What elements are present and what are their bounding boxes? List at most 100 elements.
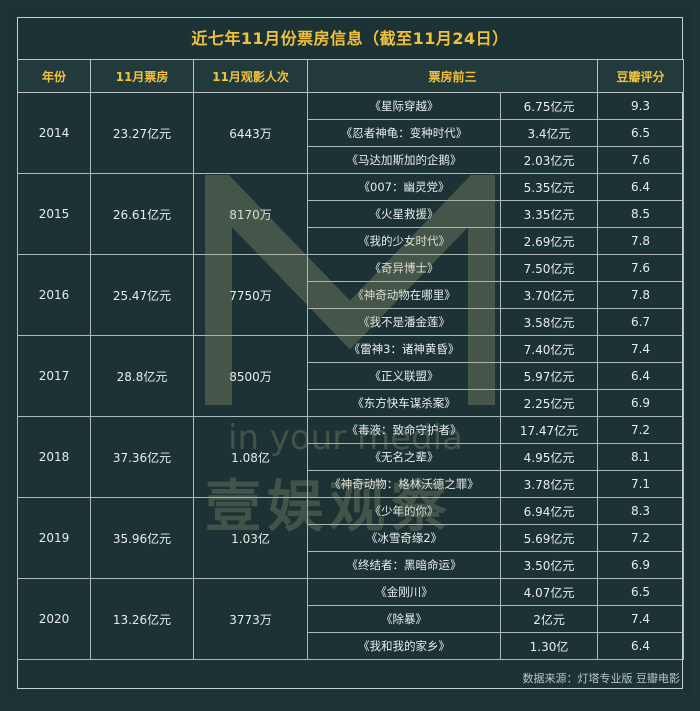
film-gross-cell: 3.58亿元 (499, 308, 599, 336)
box-office-cell: 13.26亿元 (90, 578, 194, 660)
douban-score-cell: 7.8 (597, 281, 685, 309)
film-name-cell: 《星际穿越》 (307, 92, 501, 120)
douban-score-cell: 6.4 (597, 173, 685, 201)
table-row: 2019 35.96亿元 1.03亿 《少年的你》 6.94亿元 8.3 (17, 497, 685, 579)
header-row: 年份 11月票房 11月观影人次 票房前三 豆瓣评分 (17, 59, 685, 93)
watermark-subtext: in your media (228, 418, 463, 458)
film-name-cell: 《奇异博士》 (307, 254, 501, 282)
table-row: 《东方快车谋杀案》 2.25亿元 6.9 (18, 389, 685, 417)
film-gross-cell: 1.30亿 (499, 632, 599, 660)
film-gross-cell: 3.50亿元 (499, 551, 599, 579)
table-row: 《正义联盟》 5.97亿元 6.4 (18, 362, 685, 390)
year-cell: 2017 (17, 335, 91, 417)
film-name-cell: 《雷神3：诸神黄昏》 (307, 335, 501, 363)
film-gross-cell: 7.40亿元 (499, 335, 599, 363)
year-cell: 2016 (17, 254, 91, 336)
douban-score-cell: 7.2 (597, 524, 685, 552)
film-gross-cell: 3.78亿元 (499, 470, 599, 498)
table-row: 2017 28.8亿元 8500万 《雷神3：诸神黄昏》 7.40亿元 7.4 (17, 335, 685, 417)
douban-score-cell: 7.2 (597, 416, 685, 444)
year-cell: 2020 (17, 578, 91, 660)
douban-score-cell: 6.5 (597, 578, 685, 606)
film-gross-cell: 17.47亿元 (499, 416, 599, 444)
film-name-cell: 《正义联盟》 (307, 362, 501, 390)
film-gross-cell: 5.35亿元 (499, 173, 599, 201)
douban-score-cell: 7.6 (597, 146, 685, 174)
table-row: 《我和我的家乡》 1.30亿 6.4 (18, 632, 685, 660)
film-gross-cell: 7.50亿元 (499, 254, 599, 282)
box-office-cell: 26.61亿元 (90, 173, 194, 255)
film-name-cell: 《除暴》 (307, 605, 501, 633)
header-year: 年份 (17, 59, 91, 93)
douban-score-cell: 7.6 (597, 254, 685, 282)
douban-score-cell: 8.5 (597, 200, 685, 228)
douban-score-cell: 7.4 (597, 605, 685, 633)
table-row: 2014 23.27亿元 6443万 《星际穿越》 6.75亿元 9.3 (17, 92, 685, 174)
film-gross-cell: 2亿元 (499, 605, 599, 633)
douban-score-cell: 7.8 (597, 227, 685, 255)
film-name-cell: 《东方快车谋杀案》 (307, 389, 501, 417)
film-gross-cell: 3.70亿元 (499, 281, 599, 309)
film-name-cell: 《我的少女时代》 (307, 227, 501, 255)
header-top-three: 票房前三 (306, 59, 599, 93)
douban-score-cell: 6.5 (597, 119, 685, 147)
film-gross-cell: 4.95亿元 (499, 443, 599, 471)
table-row: 2020 13.26亿元 3773万 《金刚川》 4.07亿元 6.5 (17, 578, 685, 660)
film-name-cell: 《少年的你》 (307, 497, 501, 525)
border-bottom (17, 688, 683, 689)
audience-cell: 1.08亿 (193, 416, 308, 498)
box-office-cell: 25.47亿元 (90, 254, 194, 336)
film-name-cell: 《我不是潘金莲》 (307, 308, 501, 336)
table-row: 《无名之辈》 4.95亿元 8.1 (18, 443, 685, 471)
film-gross-cell: 2.69亿元 (499, 227, 599, 255)
data-source-note: 数据来源：灯塔专业版 豆瓣电影 (522, 672, 681, 685)
box-office-cell: 28.8亿元 (90, 335, 194, 417)
audience-cell: 3773万 (193, 578, 308, 660)
film-gross-cell: 6.94亿元 (499, 497, 599, 525)
douban-score-cell: 7.1 (597, 470, 685, 498)
film-gross-cell: 3.35亿元 (499, 200, 599, 228)
film-gross-cell: 5.97亿元 (499, 362, 599, 390)
film-gross-cell: 3.4亿元 (499, 119, 599, 147)
audience-cell: 8170万 (193, 173, 308, 255)
douban-score-cell: 6.9 (597, 551, 685, 579)
year-cell: 2019 (17, 497, 91, 579)
film-name-cell: 《终结者：黑暗命运》 (307, 551, 501, 579)
film-name-cell: 《金刚川》 (307, 578, 501, 606)
film-name-cell: 《神奇动物：格林沃德之罪》 (307, 470, 501, 498)
audience-cell: 6443万 (193, 92, 308, 174)
film-name-cell: 《007：幽灵党》 (307, 173, 501, 201)
year-cell: 2014 (17, 92, 91, 174)
header-audience: 11月观影人次 (193, 59, 308, 93)
film-gross-cell: 2.03亿元 (499, 146, 599, 174)
watermark-text: 壹娱观察 (205, 475, 453, 540)
table-row: 《忍者神龟：变种时代》 3.4亿元 6.5 (18, 119, 685, 147)
border-top (17, 17, 683, 18)
box-office-cell: 23.27亿元 (90, 92, 194, 174)
page-title: 近七年11月份票房信息（截至11月24日） (191, 29, 509, 48)
box-office-cell: 37.36亿元 (90, 416, 194, 498)
audience-cell: 8500万 (193, 335, 308, 417)
table-row: 2015 26.61亿元 8170万 《007：幽灵党》 5.35亿元 6.4 (17, 173, 685, 255)
film-gross-cell: 2.25亿元 (499, 389, 599, 417)
box-office-table: 年份 11月票房 11月观影人次 票房前三 豆瓣评分 2014 23.27亿元 64… (17, 59, 685, 660)
table-row: 《冰雪奇缘2》 5.69亿元 7.2 (18, 524, 685, 552)
box-office-cell: 35.96亿元 (90, 497, 194, 579)
douban-score-cell: 6.9 (597, 389, 685, 417)
film-name-cell: 《火星救援》 (307, 200, 501, 228)
douban-score-cell: 7.4 (597, 335, 685, 363)
douban-score-cell: 6.4 (597, 362, 685, 390)
film-name-cell: 《毒液：致命守护者》 (307, 416, 501, 444)
douban-score-cell: 8.1 (597, 443, 685, 471)
film-gross-cell: 5.69亿元 (499, 524, 599, 552)
table-row: 2018 37.36亿元 1.08亿 《毒液：致命守护者》 17.47亿元 7.2 (17, 416, 685, 498)
douban-score-cell: 6.4 (597, 632, 685, 660)
film-gross-cell: 4.07亿元 (499, 578, 599, 606)
film-name-cell: 《无名之辈》 (307, 443, 501, 471)
header-box-office: 11月票房 (90, 59, 194, 93)
film-name-cell: 《我和我的家乡》 (307, 632, 501, 660)
header-douban-score: 豆瓣评分 (597, 59, 685, 93)
table-row: 《我的少女时代》 2.69亿元 7.8 (18, 227, 685, 255)
year-cell: 2015 (17, 173, 91, 255)
douban-score-cell: 9.3 (597, 92, 685, 120)
